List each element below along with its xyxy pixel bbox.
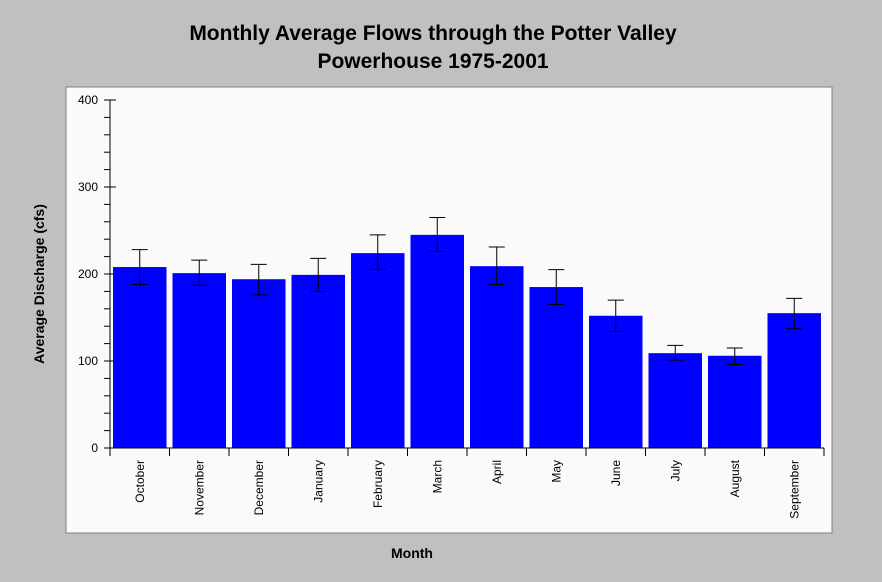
x-tick-label-september: September <box>787 460 801 519</box>
bar-september <box>767 313 821 448</box>
x-tick-label-february: February <box>371 460 385 508</box>
bar-november <box>172 273 226 448</box>
bars <box>113 234 821 448</box>
x-tick-label-october: October <box>133 460 147 503</box>
y-axis-label: Average Discharge (cfs) <box>31 204 47 364</box>
y-tick-label: 400 <box>78 93 98 107</box>
bar-august <box>708 355 762 448</box>
x-tick-label-july: July <box>668 460 682 481</box>
bar-april <box>470 266 524 448</box>
y-axis-ticks: 0 100 200 300 400 <box>78 93 116 455</box>
y-tick-label: 0 <box>91 441 98 455</box>
x-tick-label-march: March <box>430 460 444 493</box>
x-tick-label-april: April <box>490 460 504 484</box>
chart-title-line-1: Monthly Average Flows through the Potter… <box>189 22 677 45</box>
bar-june <box>589 315 643 448</box>
x-tick-label-june: June <box>609 460 623 486</box>
bar-february <box>351 253 405 448</box>
x-tick-label-december: December <box>252 460 266 515</box>
x-tick-label-august: August <box>728 459 742 497</box>
x-tick-label-november: November <box>192 460 206 515</box>
x-tick-label-january: January <box>311 460 325 503</box>
bar-december <box>232 279 286 448</box>
y-tick-label: 300 <box>78 180 98 194</box>
bar-july <box>648 353 702 448</box>
x-axis-ticks: October November December January February Ma… <box>109 448 825 519</box>
y-tick-label: 200 <box>78 267 98 281</box>
bar-january <box>291 274 345 448</box>
y-tick-label: 100 <box>78 354 98 368</box>
bar-october <box>113 267 167 448</box>
x-axis-label: Month <box>391 545 433 561</box>
x-tick-label-may: May <box>549 460 563 483</box>
chart-title: Monthly Average Flows through the Potter… <box>0 20 866 76</box>
error-bars <box>131 216 803 365</box>
chart-title-line-2: Powerhouse 1975-2001 <box>317 50 549 73</box>
bar-may <box>529 287 583 448</box>
bar-march <box>410 234 464 448</box>
